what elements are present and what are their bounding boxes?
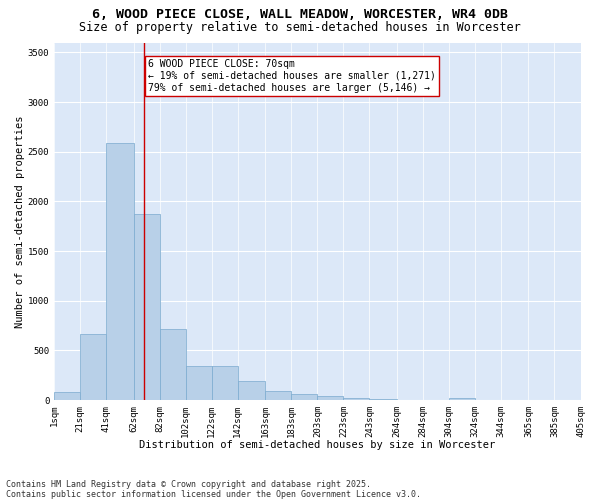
Bar (160, 328, 186, 400)
Bar (291, 394, 317, 400)
Y-axis label: Number of semi-detached properties: Number of semi-detached properties (15, 115, 25, 328)
Bar (80, 334, 106, 400)
Bar (186, 366, 212, 400)
Text: Contains HM Land Registry data © Crown copyright and database right 2025.
Contai: Contains HM Land Registry data © Crown c… (6, 480, 421, 499)
Bar (212, 366, 238, 400)
Bar (265, 391, 291, 400)
Text: Size of property relative to semi-detached houses in Worcester: Size of property relative to semi-detach… (79, 21, 521, 34)
Bar (449, 398, 475, 400)
Text: 6, WOOD PIECE CLOSE, WALL MEADOW, WORCESTER, WR4 0DB: 6, WOOD PIECE CLOSE, WALL MEADOW, WORCES… (92, 8, 508, 20)
Bar (317, 396, 343, 400)
Bar (343, 398, 370, 400)
Bar (54, 392, 80, 400)
Bar (238, 381, 265, 400)
Bar (134, 214, 160, 400)
X-axis label: Distribution of semi-detached houses by size in Worcester: Distribution of semi-detached houses by … (139, 440, 496, 450)
Bar (106, 143, 134, 400)
Text: 6 WOOD PIECE CLOSE: 70sqm
← 19% of semi-detached houses are smaller (1,271)
79% : 6 WOOD PIECE CLOSE: 70sqm ← 19% of semi-… (148, 60, 436, 92)
